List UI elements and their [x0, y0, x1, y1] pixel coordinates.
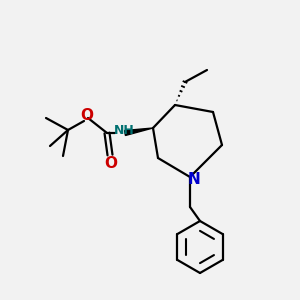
Text: NH: NH [114, 124, 134, 136]
Polygon shape [124, 128, 153, 136]
Text: O: O [80, 107, 94, 122]
Text: N: N [188, 172, 200, 188]
Text: O: O [104, 157, 118, 172]
